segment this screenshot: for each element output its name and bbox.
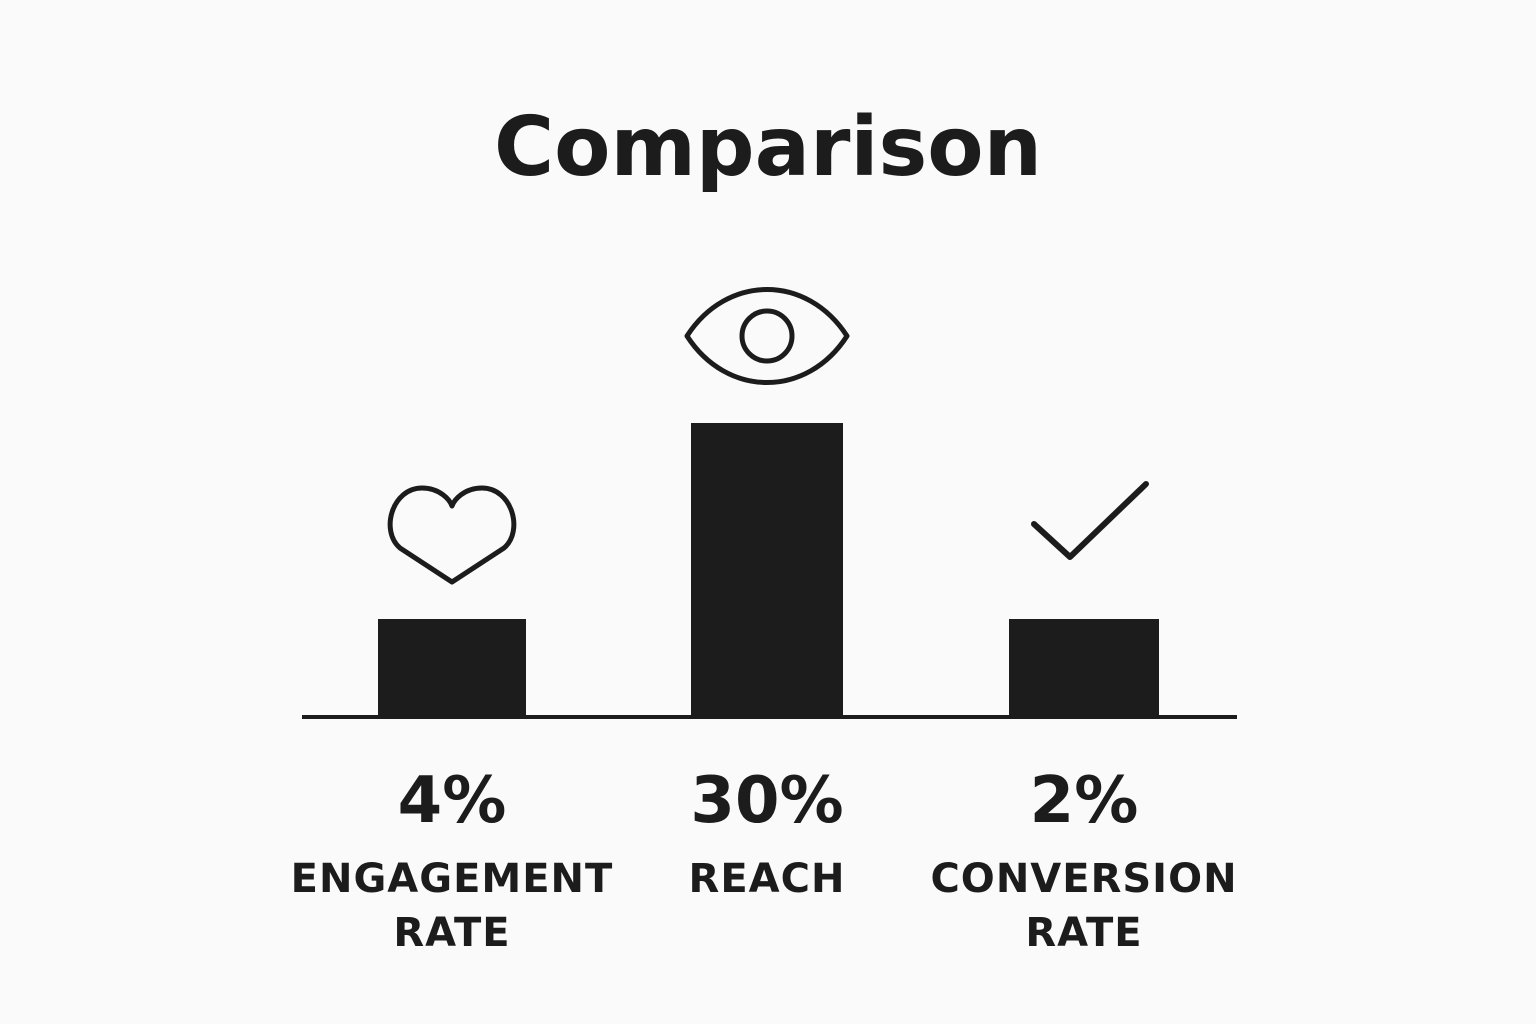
category-label-line: CONVERSION: [930, 856, 1237, 902]
category-label-line: ENGAGEMENT: [291, 856, 614, 902]
value-label-2: 30%: [690, 764, 843, 838]
bar-3: [1009, 619, 1159, 717]
category-label-2: REACH: [689, 856, 846, 902]
bar-1: [378, 619, 526, 717]
checkmark-icon: [1031, 481, 1149, 560]
category-label-3: CONVERSION RATE: [930, 856, 1237, 956]
checkmark-stroke: [1031, 481, 1149, 560]
chart-title: Comparison: [493, 100, 1043, 195]
category-label-line: RATE: [393, 910, 510, 956]
bar-2: [691, 423, 843, 717]
eye-pupil: [739, 308, 795, 364]
value-label-3: 2%: [1030, 764, 1139, 838]
eye-icon: [684, 287, 850, 385]
eye-outline: [684, 287, 850, 385]
category-label-line: REACH: [689, 856, 846, 902]
heart-icon: [387, 485, 517, 585]
value-label-1: 4%: [398, 764, 507, 838]
category-label-1: ENGAGEMENT RATE: [291, 856, 614, 956]
heart-outline: [387, 485, 517, 585]
category-label-line: RATE: [1025, 910, 1142, 956]
